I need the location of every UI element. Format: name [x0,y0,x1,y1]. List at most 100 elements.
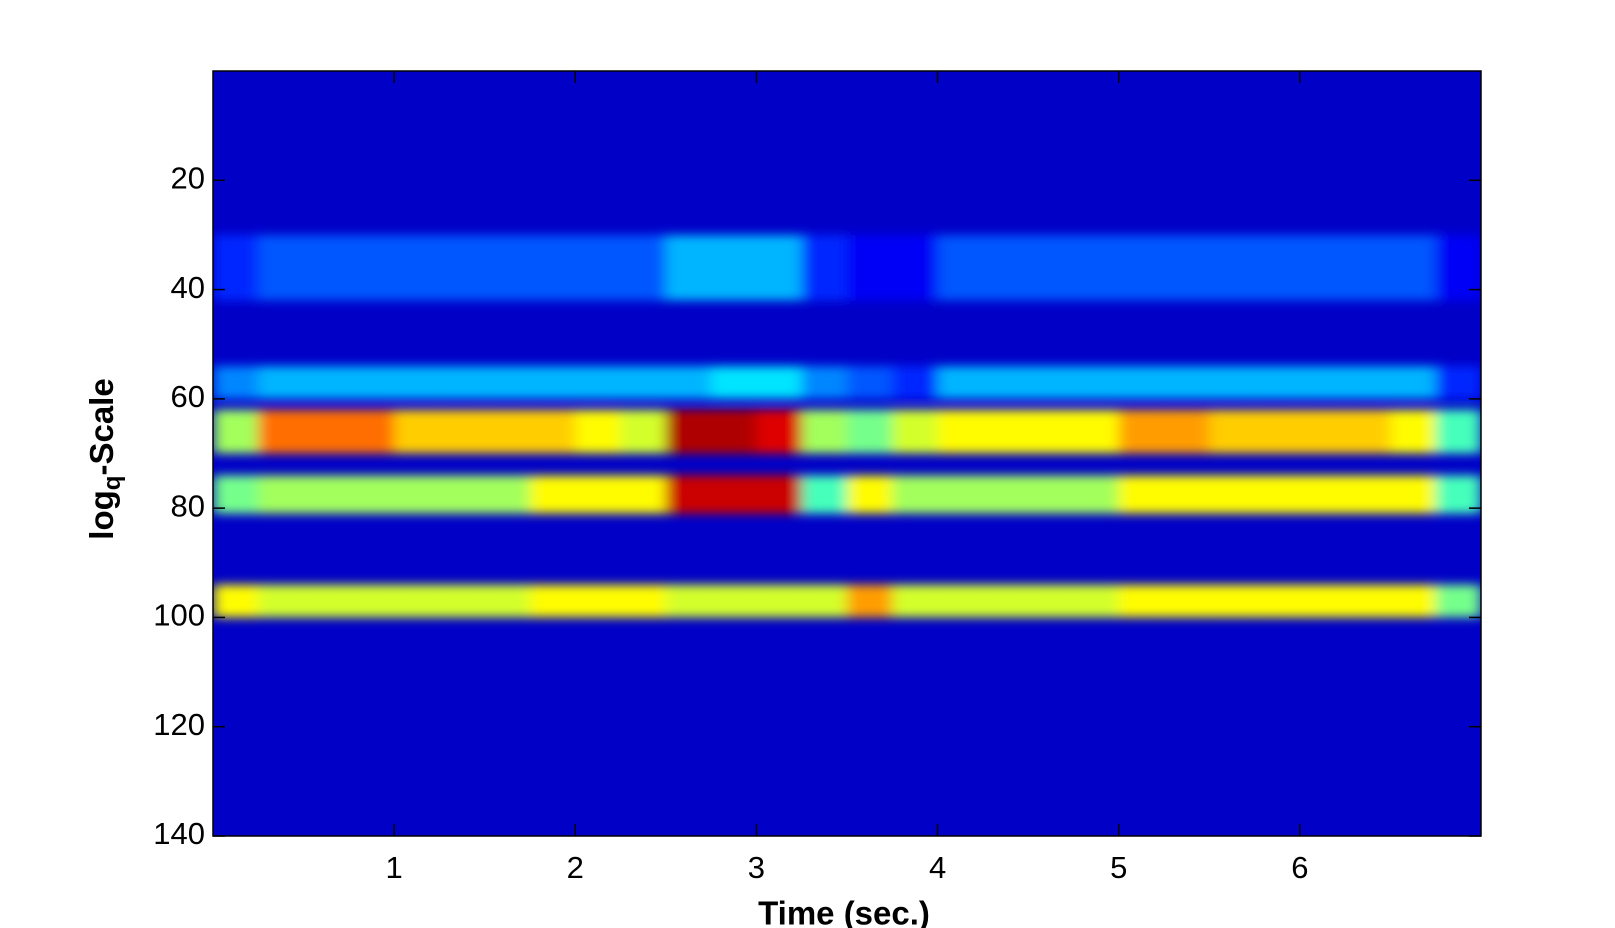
heatmap-cell [1345,366,1391,399]
heatmap-cell [575,234,622,301]
heatmap-cell [1254,584,1301,618]
heatmap-cell [439,234,486,301]
heatmap-cells [213,234,1481,618]
heatmap-cell [711,366,757,399]
heatmap-cell [484,409,531,454]
x-tick-label: 2 [567,850,584,885]
heatmap-cell [530,475,576,514]
heatmap-cell [937,366,984,399]
heatmap-cell [756,475,803,514]
heatmap-cell [1345,584,1391,618]
heatmap-cell [1073,234,1120,301]
heatmap-cell [620,409,667,454]
y-label-rest: -Scale [83,378,120,475]
heatmap-cell [711,584,757,618]
heatmap-cell [530,409,576,454]
heatmap-cell [937,475,984,514]
heatmap-cell [801,584,848,618]
heatmap-cell [801,475,848,514]
heatmap-cell [1345,475,1391,514]
heatmap-cell [303,366,350,399]
heatmap-cell [756,409,803,454]
heatmap-cell [439,366,486,399]
heatmap-cell [620,475,667,514]
heatmap-cell [1164,475,1210,514]
heatmap-cell [258,584,305,618]
heatmap-cell [1118,366,1165,399]
x-axis-label: Time (sec.) [758,895,930,928]
heatmap-cell [575,366,622,399]
heatmap-cell [892,234,939,301]
heatmap-cell [348,584,395,618]
heatmap-cell [1209,584,1256,618]
heatmap-cell [665,409,712,454]
heatmap-cell [1345,234,1391,301]
x-tick-label: 5 [1110,850,1127,885]
heatmap-cell [1164,409,1210,454]
heatmap [213,234,1481,618]
heatmap-cell [711,234,757,301]
heatmap-cell [484,366,531,399]
heatmap-cell [801,234,848,301]
heatmap-cell [620,366,667,399]
heatmap-cell [1118,584,1165,618]
heatmap-cell [620,234,667,301]
heatmap-cell [394,409,440,454]
heatmap-cell [1164,366,1210,399]
heatmap-cell [1435,409,1481,454]
heatmap-cell [1254,234,1301,301]
heatmap-cell [1073,475,1120,514]
heatmap-cell [575,475,622,514]
heatmap-cell [711,409,757,454]
heatmap-cell [1209,475,1256,514]
heatmap-cell [756,234,803,301]
heatmap-cell [1028,409,1074,454]
heatmap-cell [937,584,984,618]
x-tick-label: 3 [748,850,765,885]
heatmap-cell [530,584,576,618]
heatmap-cell [665,584,712,618]
x-tick-label: 6 [1291,850,1308,885]
heatmap-cell [1073,366,1120,399]
y-axis-label: logq-Scale [83,378,127,539]
heatmap-cell [1118,409,1165,454]
heatmap-cell [575,409,622,454]
heatmap-cell [394,234,440,301]
heatmap-cell [213,409,259,454]
heatmap-cell [213,584,259,618]
heatmap-cell [1299,409,1346,454]
y-tick-label: 20 [171,160,205,195]
heatmap-cell [1073,409,1120,454]
heatmap-cell [1254,366,1301,399]
heatmap-cell [213,234,259,301]
heatmap-cell [1435,234,1481,301]
heatmap-cell [303,409,350,454]
heatmap-cell [892,409,939,454]
heatmap-cell [1209,409,1256,454]
heatmap-cell [348,475,395,514]
heatmap-cell [937,409,984,454]
y-tick-label: 100 [153,598,205,633]
heatmap-cell [394,584,440,618]
heatmap-cell [892,366,939,399]
y-tick-label: 40 [171,270,205,305]
heatmap-cell [258,409,305,454]
heatmap-cell [1073,584,1120,618]
heatmap-cell [1254,409,1301,454]
heatmap-cell [620,584,667,618]
heatmap-cell [484,584,531,618]
heatmap-cell [892,584,939,618]
y-tick-label: 60 [171,379,205,414]
heatmap-cell [530,366,576,399]
heatmap-cell [1435,475,1481,514]
plot-frame [212,70,1482,837]
heatmap-cell [1345,409,1391,454]
heatmap-cell [1028,234,1074,301]
heatmap-cell [847,234,893,301]
heatmap-cell [484,234,531,301]
heatmap-cell [892,475,939,514]
y-label-base: log [83,490,120,539]
heatmap-cell [756,584,803,618]
heatmap-cell [1028,475,1074,514]
heatmap-cell [1299,234,1346,301]
